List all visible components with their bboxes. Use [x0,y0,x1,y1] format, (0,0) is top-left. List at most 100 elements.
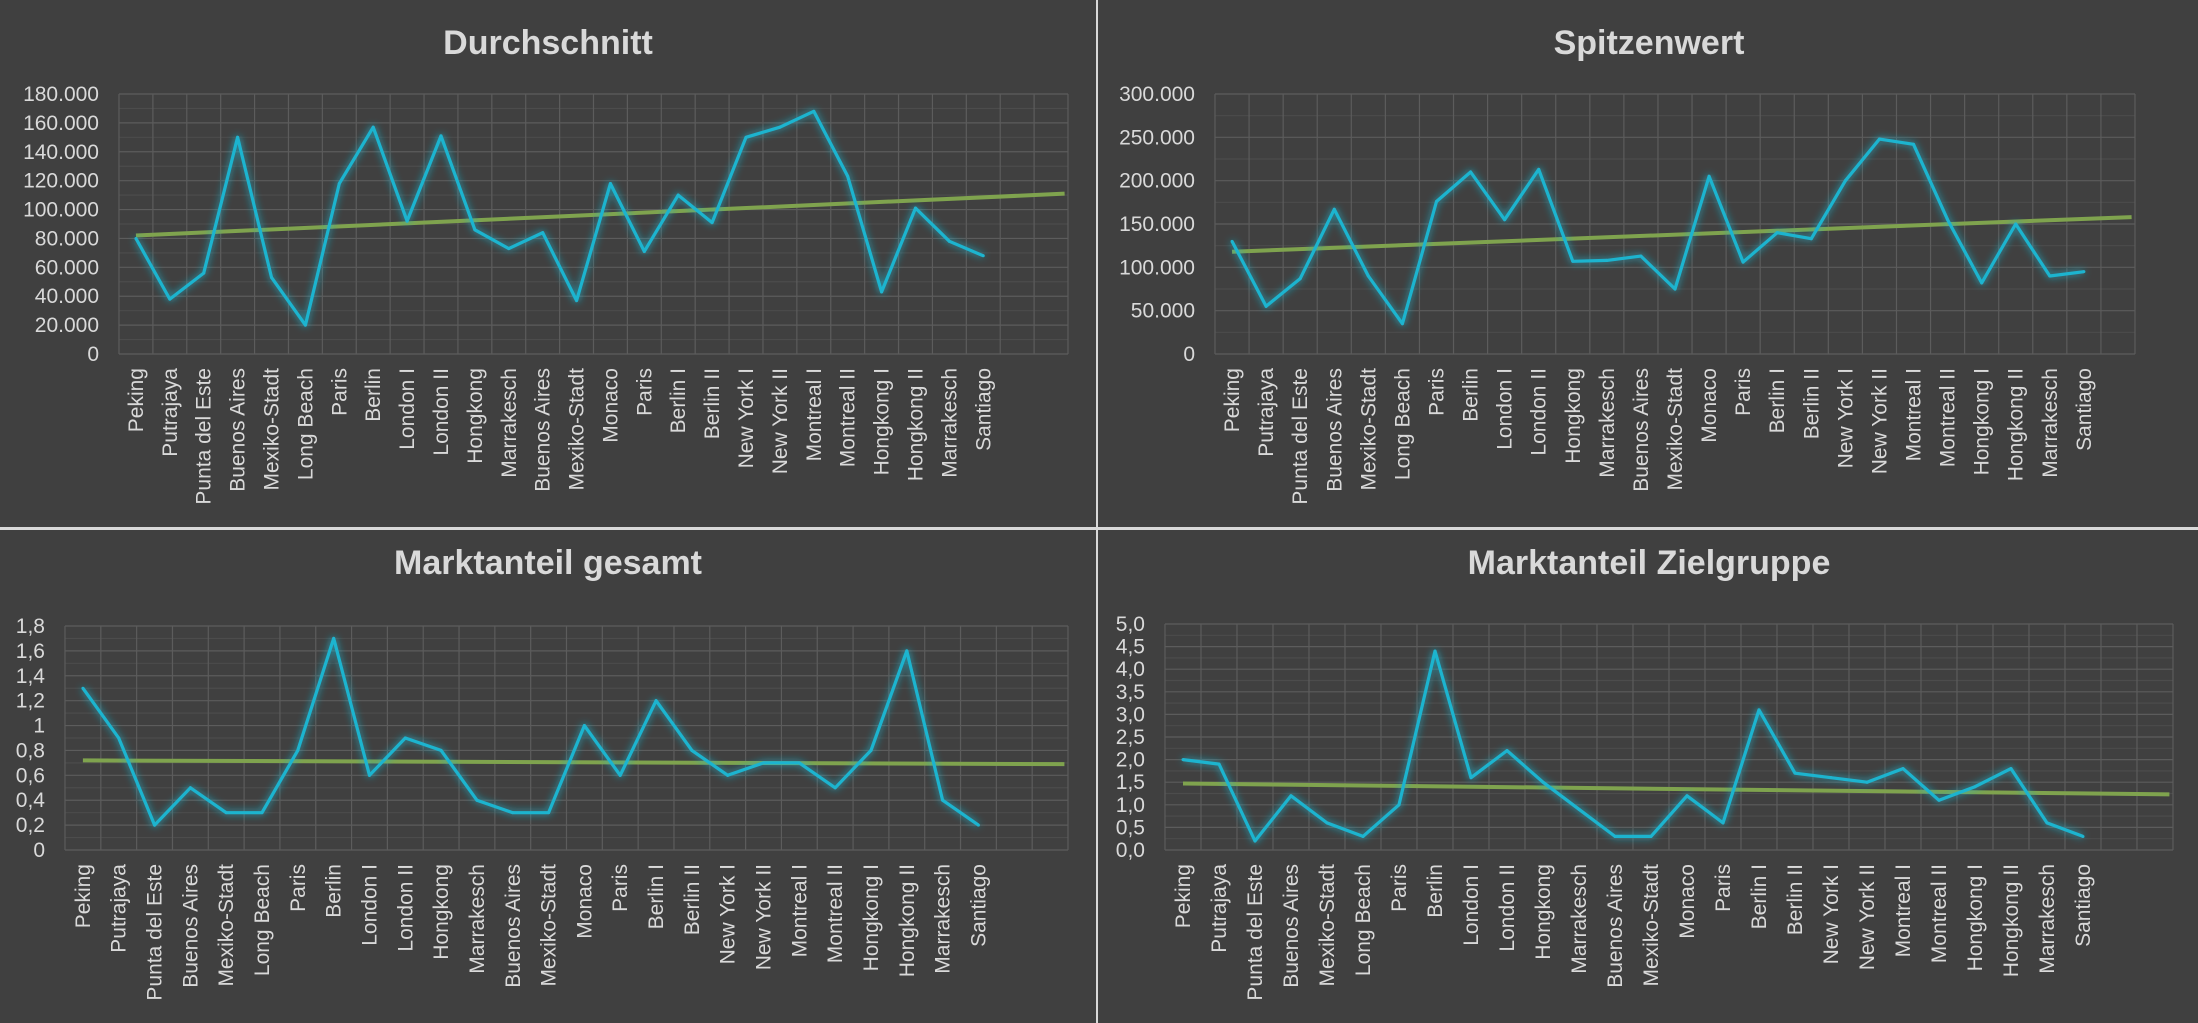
durchschnitt-xtick-label: London II [430,368,453,456]
chart-marktanteil-gesamt: Marktanteil gesamt 0 0,2 0,4 0,6 0,8 1 1,2 1,4 1,… [0,530,1096,1023]
marktanteil-gesamt-xtick-label: Buenos Aires [502,864,525,988]
marktanteil-zielgruppe-xtick-label: Punta del Este [1244,864,1267,1001]
durchschnitt-ytick-label: 80.000 [35,227,99,250]
marktanteil-zielgruppe-ytick-label: 3,0 [1116,703,1145,726]
spitzenwert-data-point [1605,258,1609,262]
spitzenwert-xtick-label: New York I [1834,368,1857,468]
chart-durchschnitt-svg: Durchschnitt 0 20.000 40.000 60.000 80.000 100… [23,24,1069,505]
spitzenwert-data-point [1264,304,1268,308]
marktanteil-gesamt-data-point [690,748,694,752]
durchschnitt-xtick-label: Hongkong [464,368,487,464]
marktanteil-gesamt-ytick-label: 1,6 [16,640,45,663]
marktanteil-zielgruppe-ytick-label: 2,0 [1116,749,1145,772]
marktanteil-zielgruppe-data-point [1541,780,1545,784]
spitzenwert-data-point [1366,274,1370,278]
marktanteil-zielgruppe-data-point [1577,807,1581,811]
spitzenwert-xtick-label: Berlin I [1766,368,1789,433]
marktanteil-gesamt-xtick-label: New York II [753,864,776,970]
spitzenwert-data-point [1741,260,1745,264]
durchschnitt-grid [118,93,1069,355]
marktanteil-zielgruppe-data-point [2045,821,2049,825]
spitzenwert-data-point [2048,274,2052,278]
spitzenwert-trend-line [1231,215,2132,254]
durchschnitt-xtick-label: Montreal I [803,368,826,461]
spitzenwert-data-point [1946,218,1950,222]
marktanteil-zielgruppe-ytick-label: 3,5 [1116,681,1145,704]
marktanteil-gesamt-xtick-label: Montreal II [824,864,847,963]
spitzenwert-xtick-label: Mexiko-Stadt [1664,368,1687,491]
durchschnitt-xtick-label: Monaco [599,368,622,443]
marktanteil-gesamt-xtick-label: Buenos Aires [179,864,202,988]
marktanteil-zielgruppe-xtick-label: Marrakesch [2036,864,2059,974]
marktanteil-gesamt-ytick-label: 0,2 [16,814,45,837]
marktanteil-gesamt-xtick-label: Putrajaya [108,864,131,953]
marktanteil-gesamt-data-point [511,811,515,815]
durchschnitt-ytick-label: 20.000 [35,314,99,337]
marktanteil-gesamt-data-point [224,811,228,815]
marktanteil-gesamt-data-point [188,786,192,790]
spitzenwert-xtick-label: Putrajaya [1255,368,1278,457]
spitzenwert-grid [1214,93,2136,355]
durchschnitt-ytick-label: 0 [87,343,99,366]
spitzenwert-xtick-label: Montreal I [1903,368,1926,461]
marktanteil-gesamt-data-point [260,811,264,815]
marktanteil-zielgruppe-xtick-label: Paris [1388,864,1411,912]
marktanteil-gesamt-series-line [81,636,980,827]
marktanteil-zielgruppe-ytick-label: 4,0 [1116,658,1145,681]
durchschnitt-ytick-label: 60.000 [35,256,99,279]
marktanteil-gesamt-xtick-label: Montreal I [788,864,811,957]
durchschnitt-ytick-label: 40.000 [35,285,99,308]
marktanteil-zielgruppe-xtick-label: Peking [1172,864,1195,928]
chart-marktanteil-zielgruppe-svg: Marktanteil Zielgruppe 0,00,51,01,52,02,5… [1116,544,2174,1001]
marktanteil-zielgruppe-xtick-label: New York II [1856,864,1879,970]
marktanteil-zielgruppe-ytick-label: 5,0 [1116,613,1145,636]
durchschnitt-data-point [473,228,477,232]
chart-spitzenwert-svg: Spitzenwert 0 50.000 100.000 150.000 200.000 2… [1119,24,2136,505]
marktanteil-gesamt-data-point [833,786,837,790]
spitzenwert-xtick-label: Santiago [2073,368,2096,451]
marktanteil-gesamt-data-point [654,699,658,703]
marktanteil-zielgruppe-data-point [1289,794,1293,798]
marktanteil-gesamt-data-point [905,649,909,653]
marktanteil-gesamt-xtick-label: Paris [609,864,632,912]
spitzenwert-xtick-label: Long Beach [1391,368,1414,480]
durchschnitt-xtick-label: Berlin II [701,368,724,439]
spitzenwert-data-point [2014,222,2018,226]
spitzenwert-xtick-label: London II [1528,368,1551,456]
marktanteil-zielgruppe-data-point [1253,839,1257,843]
marktanteil-zielgruppe-data-point [2009,767,2013,771]
marktanteil-zielgruppe-xtick-label: Hongkong I [1964,864,1987,971]
spitzenwert-xtick-label: Paris [1425,368,1448,416]
spitzenwert-xtick-label: Berlin II [1800,368,1823,439]
marktanteil-zielgruppe-xtick-label: Marrakesch [1568,864,1591,974]
spitzenwert-xtick-label: Berlin [1460,368,1483,422]
spitzenwert-data-point [1912,142,1916,146]
marktanteil-gesamt-xtick-label: New York I [717,864,740,964]
marktanteil-gesamt-xtick-label: Peking [72,864,95,928]
marktanteil-gesamt-data-point [367,773,371,777]
marktanteil-zielgruppe-trend-line [1182,781,2170,797]
marktanteil-gesamt-xtick-label: Long Beach [251,864,274,976]
spitzenwert-data-point [1980,281,1984,285]
spitzenwert-xtick-label: Marrakesch [2039,368,2062,478]
marktanteil-zielgruppe-data-point [1397,803,1401,807]
spitzenwert-xtick-label: Peking [1221,368,1244,432]
marktanteil-zielgruppe-xtick-label: Monaco [1676,864,1699,939]
durchschnitt-ytick-label: 120.000 [23,170,99,193]
durchschnitt-data-point [507,247,511,251]
spitzenwert-xtick-label: Paris [1732,368,1755,416]
spitzenwert-xtick-label: Marrakesch [1596,368,1619,478]
durchschnitt-xtick-label: Putrajaya [159,368,182,457]
durchschnitt-xtick-label: Montreal II [837,368,860,467]
spitzenwert-data-point [1673,287,1677,291]
durchschnitt-data-point [744,135,748,139]
spitzenwert-ytick-label: 300.000 [1119,83,1195,106]
durchschnitt-xtick-label: Buenos Aires [532,368,555,492]
spitzenwert-ytick-label: 50.000 [1131,300,1195,323]
marktanteil-gesamt-data-point [976,823,980,827]
marktanteil-gesamt-data-point [117,736,121,740]
marktanteil-zielgruppe-xtick-label: Mexiko-Stadt [1640,864,1663,987]
durchschnitt-data-point [812,109,816,113]
durchschnitt-data-point [947,239,951,243]
marktanteil-zielgruppe-ytick-label: 1,0 [1116,794,1145,817]
